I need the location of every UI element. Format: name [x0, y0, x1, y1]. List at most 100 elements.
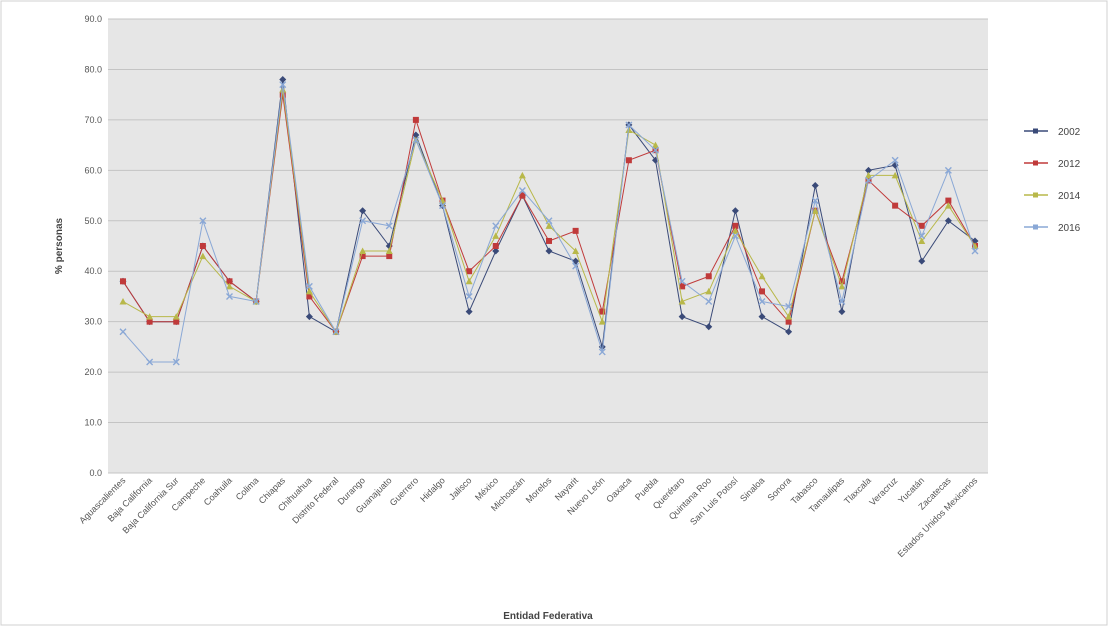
y-tick-label: 20.0 — [84, 367, 102, 377]
point-2016-sonora — [785, 303, 793, 311]
point-2016-colima — [252, 297, 260, 305]
legend-item-2016: 2016 — [1024, 223, 1081, 234]
point-2012-sinaloa — [759, 288, 765, 295]
point-2002-guerrero — [412, 131, 420, 139]
point-2002-morelos — [545, 247, 553, 255]
point-2002-zacatecas — [944, 217, 952, 225]
point-2014-baja-california — [146, 313, 154, 320]
point-2016-baja-california-sur — [172, 358, 180, 366]
point-2016-aguascalientes — [119, 328, 127, 336]
point-2016-coahuila — [226, 292, 233, 300]
point-2014-veracruz — [891, 171, 899, 179]
y-tick-labels: 0.0 10.0 20.0 30.0 40.0 50.0 60.0 70.0 80.0 90.0 — [84, 14, 102, 478]
point-2016-tamaulipas — [838, 297, 846, 305]
point-2016-michoacan — [518, 187, 526, 195]
point-2016-zacatecas — [944, 166, 952, 174]
point-2014-jalisco — [465, 277, 473, 285]
point-2016-oaxaca — [625, 121, 633, 129]
point-2014-mexico — [492, 232, 500, 239]
point-2016-sinaloa — [758, 297, 766, 305]
point-2002-sinaloa — [758, 313, 766, 321]
point-2012-aguascalientes — [120, 278, 126, 285]
point-2016-estados-unidos-mexicanos — [971, 247, 979, 255]
point-2016-chiapas — [279, 81, 287, 89]
point-2016-baja-california — [146, 358, 154, 366]
point-2014-tabasco — [811, 207, 819, 214]
point-2014-chiapas — [279, 86, 287, 93]
point-2016-campeche — [199, 217, 207, 225]
y-axis-label: % personas — [54, 217, 65, 274]
point-2012-yucatan — [918, 222, 925, 229]
point-2002-veracruz — [891, 161, 899, 169]
point-2016-yucatan — [918, 232, 926, 240]
point-2002-tamaulipas — [838, 308, 846, 316]
point-2016-guerrero — [412, 136, 420, 144]
point-2016-san-luis-potosi — [731, 232, 739, 240]
point-2014-nayarit — [572, 247, 580, 255]
point-2002-yucatan — [918, 257, 926, 265]
point-2012-guerrero — [412, 116, 419, 123]
point-2012-san-luis-potosi — [732, 222, 739, 229]
point-2016-nayarit — [572, 262, 580, 270]
point-2012-tamaulipas — [838, 278, 845, 285]
point-2012-nayarit — [572, 227, 579, 234]
y-tick-label: 0.0 — [89, 468, 102, 478]
point-2014-puebla — [652, 141, 659, 149]
point-2012-zacatecas — [945, 197, 952, 204]
legend-item-2012: 2012 — [1024, 159, 1081, 170]
point-2012-chihuahua — [306, 293, 313, 300]
legend: 2002 2012 2014 2016 — [1024, 127, 1081, 234]
point-2012-campeche — [199, 243, 206, 249]
point-2014-morelos — [545, 222, 553, 229]
point-2002-chiapas — [279, 76, 287, 84]
point-2016-morelos — [545, 217, 553, 225]
point-2012-guanajuato — [386, 253, 393, 260]
point-2016-durango — [359, 217, 367, 225]
point-2012-oaxaca — [625, 157, 632, 164]
point-2012-veracruz — [892, 202, 899, 209]
point-2012-chiapas — [279, 91, 286, 98]
legend-item-2014: 2014 — [1024, 191, 1081, 202]
point-2014-baja-california-sur — [172, 313, 180, 320]
point-2016-jalisco — [465, 292, 473, 300]
y-tick-label: 70.0 — [84, 115, 102, 125]
point-2012-queretaro — [679, 283, 686, 290]
point-2016-nuevo-leon — [598, 348, 606, 356]
point-2002-sonora — [785, 328, 793, 336]
point-2012-coahuila — [226, 278, 233, 285]
point-2014-tlaxcala — [865, 171, 872, 179]
point-2014-aguascalientes — [119, 297, 127, 305]
point-2014-yucatan — [918, 237, 926, 244]
legend-label-2014: 2014 — [1058, 191, 1081, 202]
point-2014-guanajuato — [385, 247, 393, 255]
y-tick-label: 50.0 — [84, 216, 102, 226]
legend-marker-2016 — [1033, 224, 1038, 230]
point-2014-queretaro — [678, 297, 686, 305]
point-2016-veracruz — [891, 156, 899, 164]
point-2012-morelos — [546, 237, 552, 244]
y-tick-label: 60.0 — [84, 165, 102, 175]
series-2016 — [119, 81, 979, 366]
point-2014-sonora — [785, 313, 793, 320]
point-2002-jalisco — [465, 308, 473, 316]
point-2014-tamaulipas — [838, 282, 846, 290]
point-2012-baja-california — [146, 318, 153, 325]
point-2012-michoacan — [519, 192, 526, 199]
point-2014-chihuahua — [305, 287, 313, 295]
y-tick-label: 10.0 — [84, 418, 102, 428]
series-lines — [119, 76, 979, 366]
point-2016-tlaxcala — [865, 176, 872, 184]
point-2014-campeche — [199, 252, 207, 260]
point-2012-mexico — [492, 243, 499, 249]
point-2014-estados-unidos-mexicanos — [971, 242, 979, 249]
point-2014-coahuila — [226, 282, 233, 290]
point-2002-quintana-roo — [705, 323, 713, 331]
point-2014-michoacan — [518, 171, 526, 179]
point-2012-quintana-roo — [705, 273, 712, 280]
point-2014-oaxaca — [625, 126, 633, 133]
y-tick-label: 90.0 — [84, 14, 102, 24]
point-2012-jalisco — [466, 268, 473, 275]
point-2002-chihuahua — [305, 313, 313, 321]
point-2002-mexico — [492, 247, 500, 255]
point-2016-quintana-roo — [705, 297, 713, 305]
